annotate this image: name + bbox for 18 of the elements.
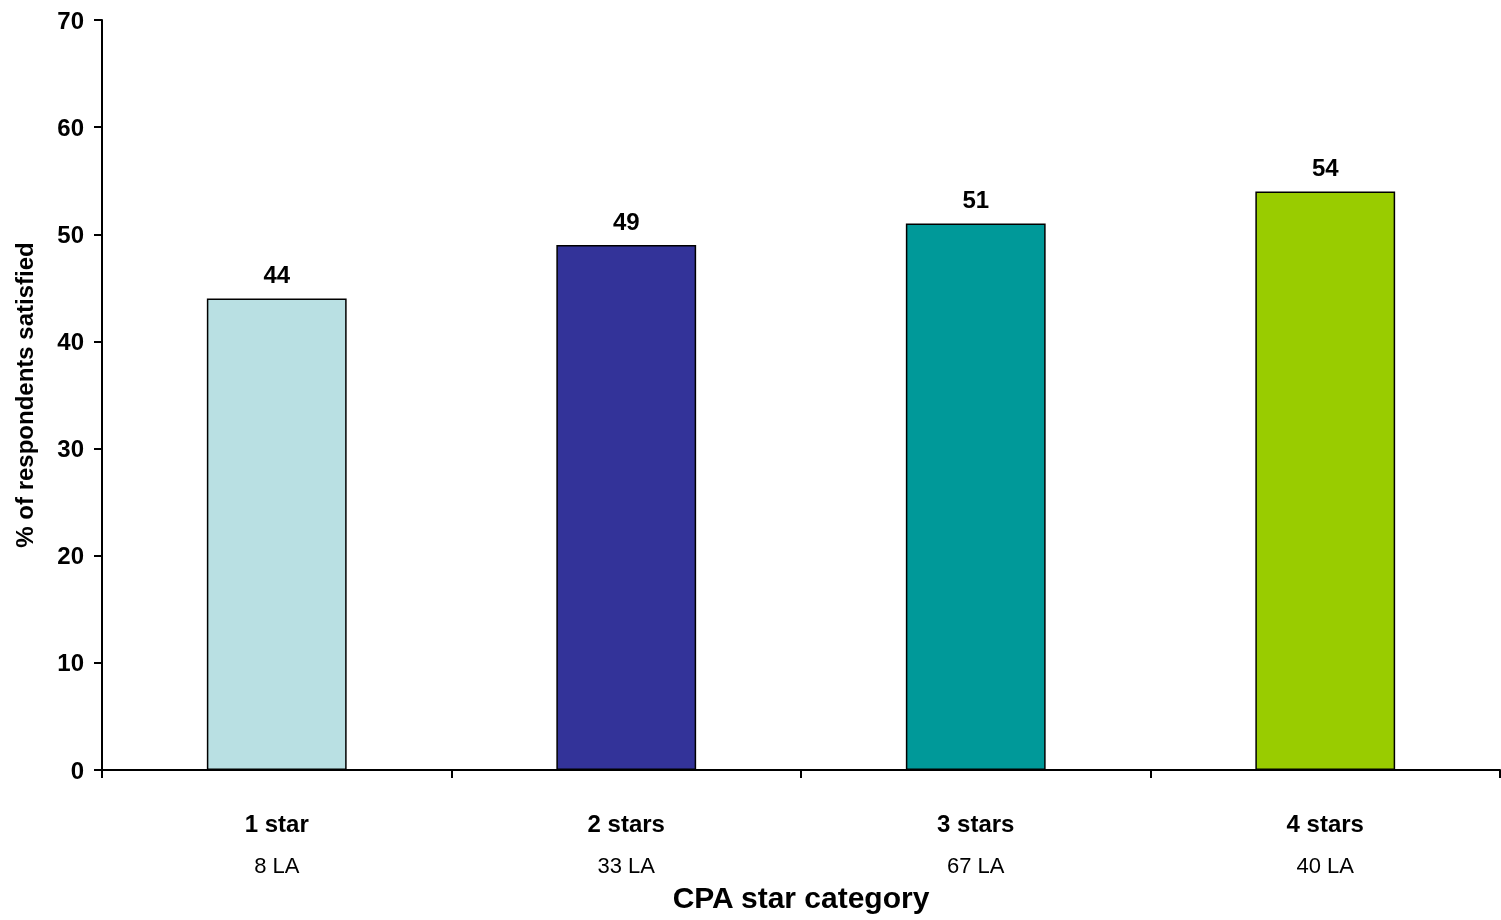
x-axis-title: CPA star category bbox=[672, 880, 930, 914]
y-tick-label: 40 bbox=[57, 327, 84, 355]
y-tick-label: 10 bbox=[57, 649, 84, 677]
x-tick-label: 1 star 8 LA bbox=[244, 809, 309, 878]
data-label: 54 bbox=[1311, 153, 1340, 181]
x-tick-label: 3 stars 67 LA bbox=[937, 809, 1015, 878]
y-tick-label: 70 bbox=[57, 6, 84, 34]
y-tick-label: 0 bbox=[70, 756, 84, 784]
y-axis-title: % of respondents satisfied bbox=[10, 242, 38, 548]
y-tick-label: 30 bbox=[57, 435, 84, 463]
data-label: 51 bbox=[962, 186, 990, 214]
data-label: 44 bbox=[263, 261, 291, 289]
y-tick-label: 50 bbox=[57, 220, 84, 248]
x-tick-label: 2 stars 33 LA bbox=[587, 809, 665, 878]
y-tick-label: 20 bbox=[57, 542, 84, 570]
y-tick-label: 60 bbox=[57, 113, 84, 141]
data-label: 49 bbox=[612, 207, 640, 235]
x-tick-label: 4 stars 40 LA bbox=[1286, 809, 1364, 878]
